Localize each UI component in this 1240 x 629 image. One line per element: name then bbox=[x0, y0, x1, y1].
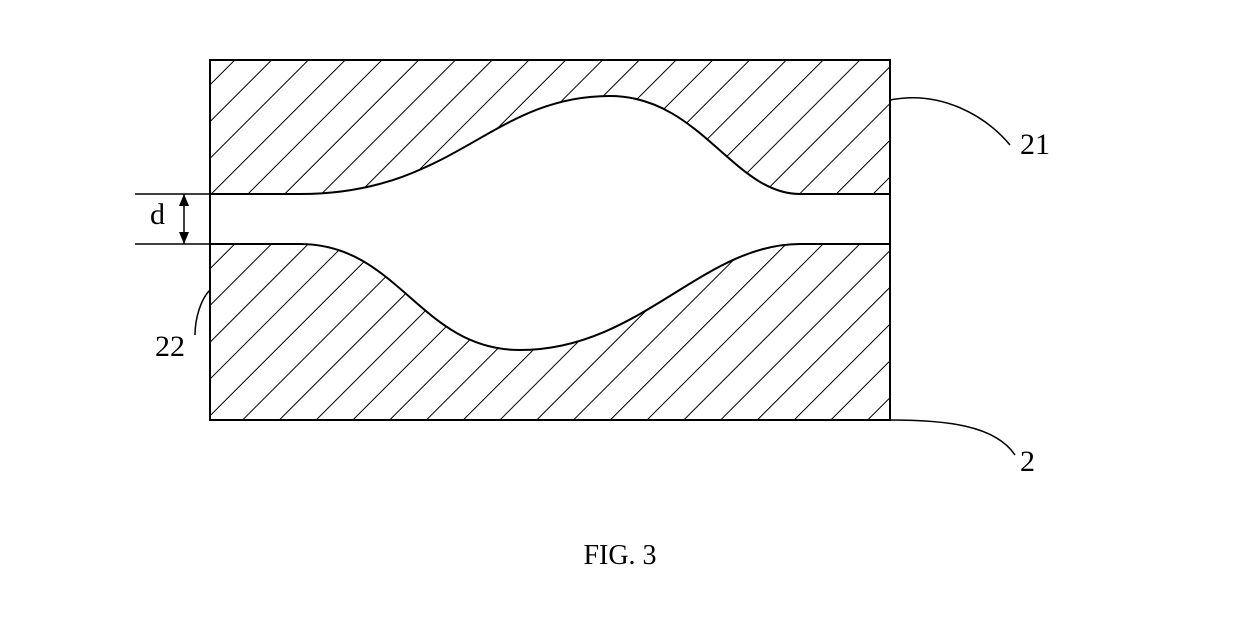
figure-svg bbox=[0, 0, 1240, 629]
upper-mold-half bbox=[210, 60, 890, 194]
callout-leader-21 bbox=[890, 98, 1010, 145]
callout-label-2: 2 bbox=[1020, 445, 1035, 479]
callout-label-21: 21 bbox=[1020, 128, 1050, 162]
callout-leader-2 bbox=[890, 420, 1015, 455]
callout-leader-22 bbox=[195, 290, 210, 335]
dim-d-arrow-up bbox=[179, 194, 189, 206]
dim-d-label: d bbox=[150, 198, 165, 232]
callout-label-22: 22 bbox=[155, 330, 185, 364]
dim-d-arrow-down bbox=[179, 232, 189, 244]
figure-caption: FIG. 3 bbox=[0, 540, 1240, 572]
lower-mold-half bbox=[210, 244, 890, 420]
